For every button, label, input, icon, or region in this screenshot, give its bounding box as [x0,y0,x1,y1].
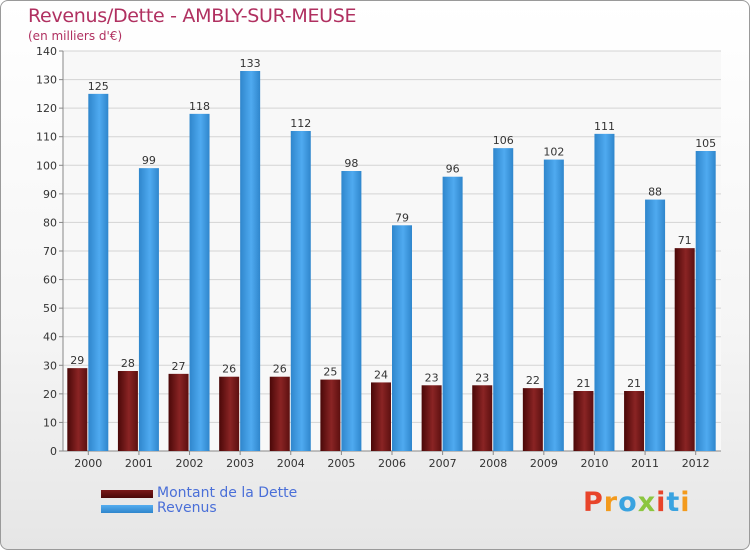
data-label-dette-2012: 71 [678,234,692,247]
bar-dette-2012 [674,248,695,451]
data-label-dette-2009: 22 [526,374,540,387]
y-tick-label: 100 [36,159,57,172]
data-label-dette-2004: 26 [273,363,287,376]
data-label-revenus-2002: 118 [189,100,210,113]
bar-dette-2000 [67,368,88,451]
y-tick-label: 120 [36,102,57,115]
y-tick-label: 90 [43,188,57,201]
bar-revenus-2008 [493,148,514,451]
bar-dette-2002 [168,373,189,451]
logo-letter: x [637,487,657,518]
x-tick-label: 2007 [429,457,457,470]
bar-dette-2008 [472,385,493,451]
legend-swatch-revenus [101,505,153,513]
logo-letter: P [583,487,604,518]
data-label-revenus-2000: 125 [88,80,109,93]
bar-dette-2004 [269,376,290,451]
chart-title: Revenus/Dette - AMBLY-SUR-MEUSE [28,5,357,27]
y-tick-label: 130 [36,74,57,87]
y-tick-label: 0 [50,445,57,458]
bar-dette-2001 [117,371,138,451]
data-label-dette-2006: 24 [374,368,388,381]
bar-dette-2011 [624,391,645,451]
data-label-revenus-2007: 96 [446,163,460,176]
x-tick-label: 2010 [580,457,608,470]
x-tick-label: 2009 [530,457,558,470]
data-label-dette-2010: 21 [576,377,590,390]
data-label-revenus-2006: 79 [395,211,409,224]
y-tick-label: 70 [43,245,57,258]
legend-label-dette: Montant de la Dette [157,485,298,501]
x-tick-label: 2003 [226,457,254,470]
data-label-revenus-2009: 102 [543,146,564,159]
logo-letter: i [680,487,691,518]
logo-letter: t [666,487,681,518]
bar-revenus-2011 [645,199,666,451]
data-label-revenus-2008: 106 [493,134,514,147]
x-tick-label: 2008 [479,457,507,470]
data-label-revenus-2012: 105 [695,137,716,150]
data-label-dette-2008: 23 [475,371,489,384]
data-label-revenus-2005: 98 [344,157,358,170]
data-label-dette-2011: 21 [627,377,641,390]
y-tick-label: 50 [43,302,57,315]
bar-revenus-2000 [88,93,109,451]
bar-dette-2003 [219,376,240,451]
x-tick-label: 2012 [682,457,710,470]
x-tick-label: 2002 [176,457,204,470]
y-tick-label: 60 [43,274,57,287]
proxiti-logo: Proxiti [583,487,691,518]
y-tick-label: 140 [36,45,57,58]
bar-dette-2007 [421,385,442,451]
data-label-revenus-2010: 111 [594,120,615,133]
bar-revenus-2012 [695,151,716,451]
chart-subtitle: (en milliers d'€) [28,29,123,43]
data-label-dette-2000: 29 [70,354,84,367]
legend-swatch-dette [101,490,153,498]
data-label-revenus-2011: 88 [648,186,662,199]
bar-revenus-2001 [138,168,159,451]
x-tick-label: 2011 [631,457,659,470]
bar-revenus-2002 [189,113,210,451]
data-label-revenus-2004: 112 [290,117,311,130]
y-tick-label: 10 [43,416,57,429]
bar-dette-2010 [573,391,594,451]
logo-letter: o [618,487,638,518]
bar-revenus-2009 [543,159,564,452]
x-tick-label: 2006 [378,457,406,470]
data-label-dette-2007: 23 [425,371,439,384]
x-tick-label: 2000 [74,457,102,470]
bar-revenus-2006 [392,225,412,451]
logo-letter: r [603,487,619,518]
x-tick-label: 2001 [125,457,153,470]
data-label-revenus-2001: 99 [142,154,156,167]
logo-letter: i [656,487,667,518]
bar-revenus-2004 [290,131,311,451]
data-label-dette-2002: 27 [172,360,186,373]
bar-revenus-2003 [240,71,261,451]
bar-dette-2005 [320,379,341,451]
bar-dette-2009 [522,388,543,451]
y-tick-label: 20 [43,388,57,401]
bar-revenus-2010 [594,133,615,451]
y-tick-label: 110 [36,131,57,144]
y-tick-label: 80 [43,216,57,229]
data-label-dette-2003: 26 [222,363,236,376]
bar-revenus-2007 [442,176,463,451]
legend-label-revenus: Revenus [157,500,217,516]
x-tick-label: 2005 [327,457,355,470]
x-tick-label: 2004 [277,457,305,470]
bar-revenus-2005 [341,171,362,451]
data-label-revenus-2003: 133 [240,57,261,70]
data-label-dette-2001: 28 [121,357,135,370]
y-tick-label: 40 [43,331,57,344]
data-label-dette-2005: 25 [323,366,337,379]
y-tick-label: 30 [43,359,57,372]
bar-dette-2006 [371,382,391,451]
